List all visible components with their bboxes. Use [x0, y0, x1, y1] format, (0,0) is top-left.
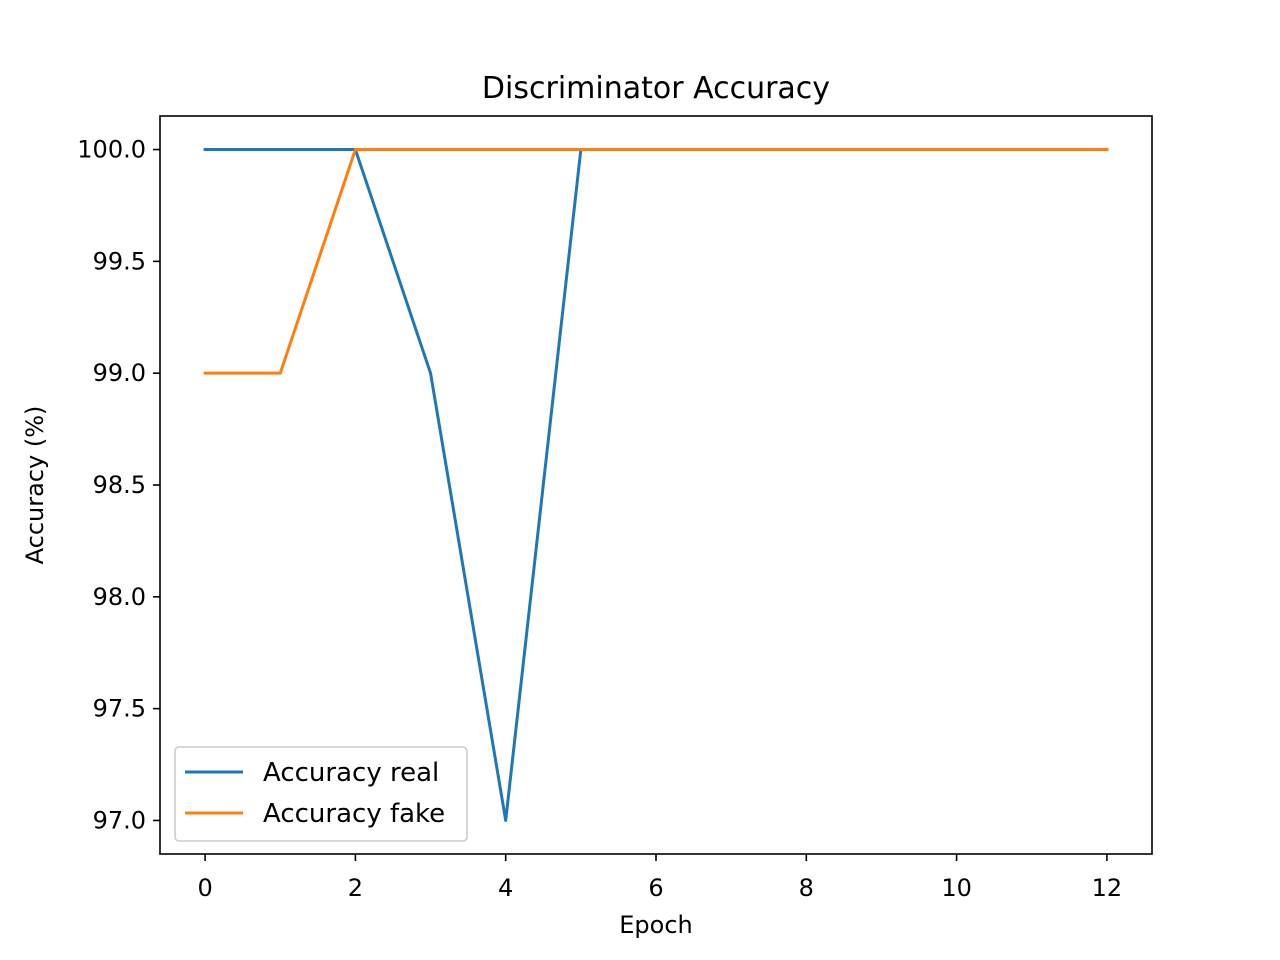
legend-label-accuracy-fake: Accuracy fake: [263, 799, 445, 829]
x-tick-label: 8: [799, 874, 814, 902]
legend-box: [174, 746, 468, 842]
y-tick-label: 99.5: [93, 247, 146, 275]
x-tick-label: 0: [197, 874, 212, 902]
x-tick-label: 2: [348, 874, 363, 902]
y-tick-label: 99.0: [93, 359, 146, 387]
legend: Accuracy real Accuracy fake: [174, 746, 468, 842]
series-line-accuracy-fake: [203, 148, 1109, 375]
y-axis-ticks: 97.0 97.5 98.0 98.5 99.0 99.5 100.0: [77, 136, 160, 834]
y-tick-label: 98.5: [93, 471, 146, 499]
legend-label-accuracy-real: Accuracy real: [263, 758, 439, 788]
y-tick-label: 97.5: [93, 695, 146, 723]
x-tick-label: 12: [1092, 874, 1123, 902]
x-tick-label: 4: [498, 874, 513, 902]
x-axis-label: Epoch: [619, 911, 693, 939]
x-axis-ticks: 0 2 4 6 8 10 12: [197, 854, 1122, 902]
y-tick-label: 97.0: [93, 806, 146, 834]
x-tick-label: 10: [941, 874, 972, 902]
y-tick-label: 98.0: [93, 583, 146, 611]
x-tick-label: 6: [648, 874, 663, 902]
chart-title: Discriminator Accuracy: [482, 71, 830, 106]
y-tick-label: 100.0: [77, 136, 146, 164]
y-axis-label: Accuracy (%): [21, 406, 49, 565]
plot-frame: [159, 115, 1153, 855]
series-layer: [203, 148, 1109, 822]
